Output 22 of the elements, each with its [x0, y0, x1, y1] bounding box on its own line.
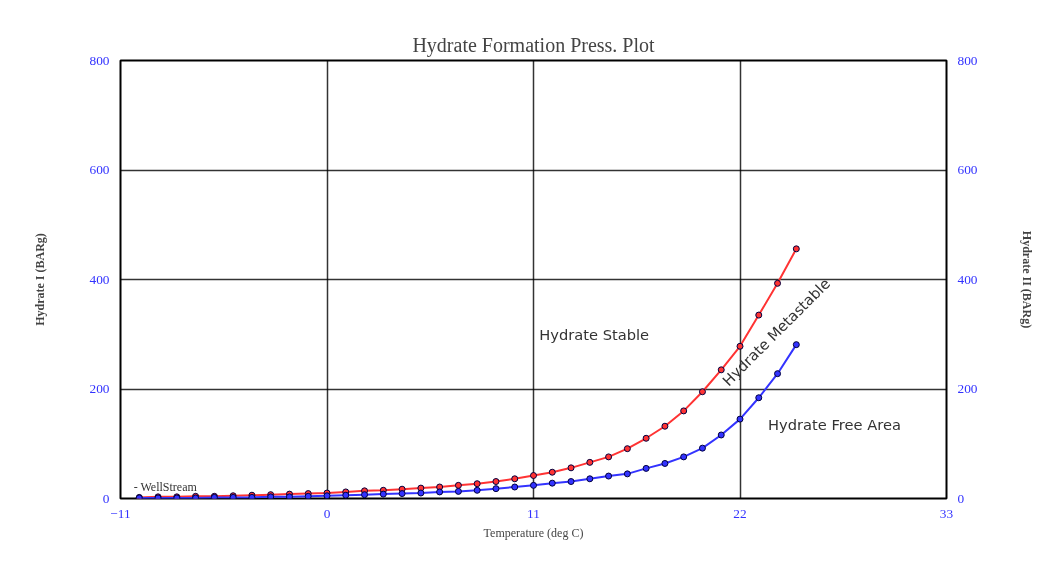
y2-tick-label: 600	[957, 162, 978, 177]
annotation: Hydrate Free Area	[768, 415, 902, 433]
annotation: - WellStream	[133, 480, 198, 495]
x-tick-label: 11	[527, 505, 540, 521]
y-tick-label: 800	[89, 52, 110, 68]
x-tick-label: 33	[939, 505, 954, 521]
y2-tick-label: 0	[957, 490, 965, 506]
y-axis-title: Hydrate I (BARg)	[32, 233, 47, 326]
y2-axis-title: Hydrate II (BARg)	[1020, 230, 1035, 329]
y2-tick-label: 200	[957, 381, 978, 396]
y2-tick-label: 400	[957, 271, 978, 287]
y-tick-label: 0	[102, 490, 110, 506]
y-tick-label: 600	[89, 162, 110, 177]
x-tick-label: −11	[110, 505, 131, 521]
x-axis-title: Temperature (deg C)	[483, 525, 584, 540]
y-tick-label: 200	[89, 381, 110, 396]
x-tick-label: 22	[733, 505, 747, 521]
chart-title: Hydrate Formation Press. Plot	[412, 33, 656, 57]
y2-tick-label: 800	[957, 52, 978, 68]
x-tick-label: 0	[323, 505, 331, 521]
annotation: Hydrate Stable	[539, 325, 650, 343]
y-tick-label: 400	[89, 271, 110, 287]
